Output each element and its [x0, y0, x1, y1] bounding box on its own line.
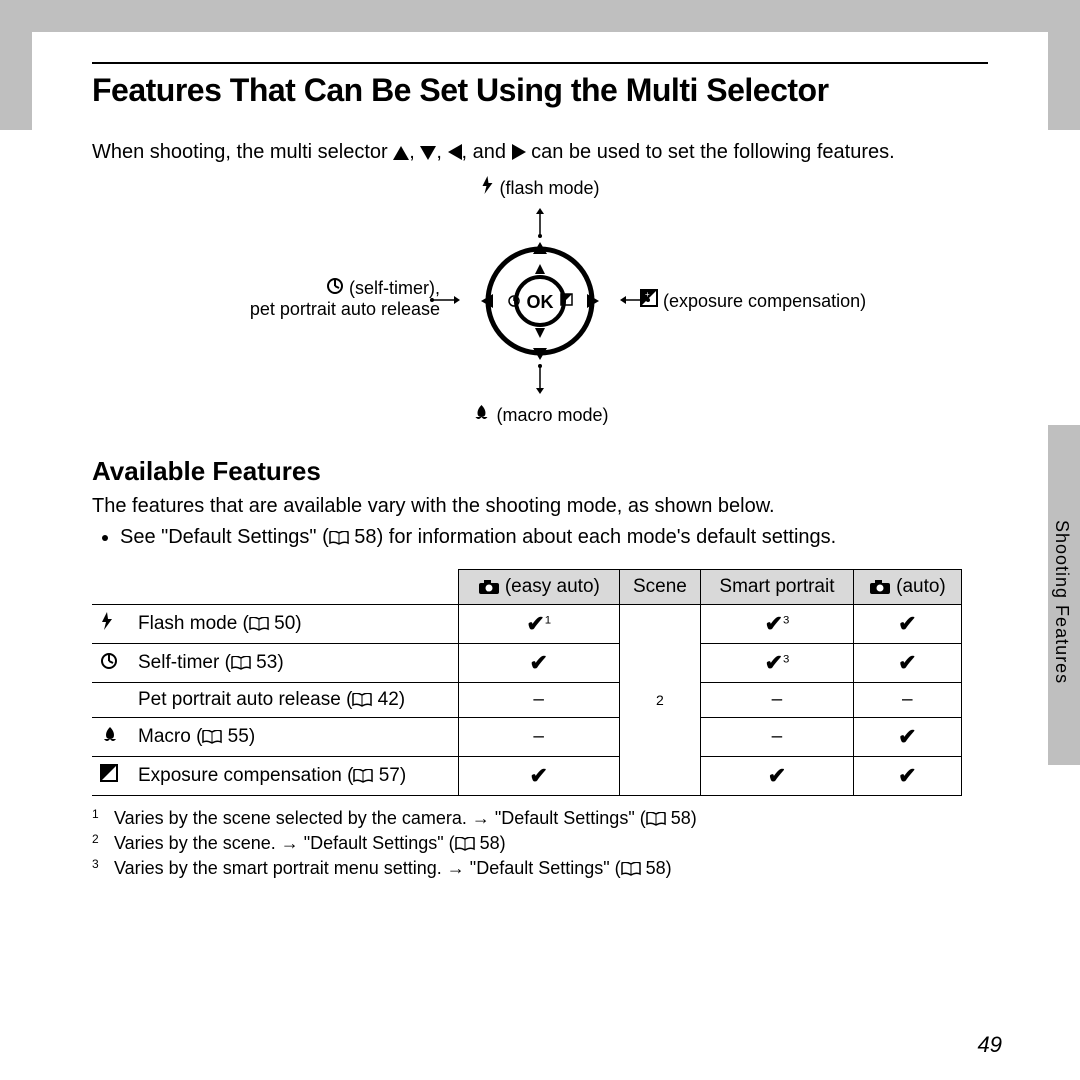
section-subtitle: Available Features [92, 456, 988, 487]
connector-up [534, 208, 546, 238]
row-label: Pet portrait auto release ( 42) [130, 683, 458, 718]
triangle-up-icon [393, 146, 409, 160]
selector-dial: OK [475, 236, 605, 366]
diagram-label-exposure: + (exposure compensation) [640, 289, 866, 312]
triangle-right-icon [512, 144, 526, 160]
cell-smart-portrait: – [701, 683, 853, 718]
intro-pre: When shooting, the multi selector [92, 141, 393, 163]
table-row: Macro ( 55)––✔ [92, 718, 962, 757]
cell-easy-auto: ✔ [458, 644, 619, 683]
self-timer-icon [326, 276, 344, 294]
intro-text: When shooting, the multi selector , , , … [92, 139, 988, 166]
cell-auto: – [853, 683, 961, 718]
table-header-row: (easy auto) Scene Smart portrait (auto) [92, 570, 962, 605]
row-label: Exposure compensation ( 57) [130, 757, 458, 796]
cell-easy-auto: – [458, 718, 619, 757]
cell-scene: 2 [619, 605, 701, 796]
page-number: 49 [978, 1032, 1002, 1058]
diagram-label-macro: (macro mode) [471, 403, 608, 426]
cell-smart-portrait: ✔3 [701, 644, 853, 683]
cell-smart-portrait: ✔3 [701, 605, 853, 644]
cell-easy-auto: ✔ [458, 757, 619, 796]
macro-icon [471, 403, 491, 421]
section-para: The features that are available vary wit… [92, 493, 988, 520]
book-icon [621, 862, 641, 876]
flash-icon [480, 176, 494, 194]
page-title: Features That Can Be Set Using the Multi… [92, 72, 988, 109]
bullet-item: See "Default Settings" ( 58) for informa… [120, 524, 988, 551]
header-blank [92, 570, 458, 605]
connector-right [620, 294, 650, 306]
header-auto: (auto) [853, 570, 961, 605]
auto-camera-icon [869, 579, 891, 595]
book-icon [646, 812, 666, 826]
footnote-3: 3Varies by the smart portrait menu setti… [92, 856, 988, 881]
row-label: Flash mode ( 50) [130, 605, 458, 644]
table-row: Exposure compensation ( 57)✔✔✔ [92, 757, 962, 796]
features-table: (easy auto) Scene Smart portrait (auto) … [92, 569, 962, 796]
cell-auto: ✔ [853, 644, 961, 683]
cell-easy-auto: ✔1 [458, 605, 619, 644]
row-label: Macro ( 55) [130, 718, 458, 757]
connector-down [534, 364, 546, 394]
table-row: Pet portrait auto release ( 42)––– [92, 683, 962, 718]
triangle-down-icon [420, 146, 436, 160]
header-scene: Scene [619, 570, 701, 605]
triangle-left-icon [448, 144, 462, 160]
row-icon [92, 757, 130, 796]
multi-selector-diagram: (flash mode) (self-timer), pet portrait … [220, 176, 860, 426]
footnotes: 1Varies by the scene selected by the cam… [92, 806, 988, 882]
connector-left [430, 294, 460, 306]
cell-smart-portrait: ✔ [701, 757, 853, 796]
footnote-2: 2Varies by the scene. → "Default Setting… [92, 831, 988, 856]
diagram-label-flash: (flash mode) [480, 176, 599, 199]
row-icon [92, 605, 130, 644]
cell-easy-auto: – [458, 683, 619, 718]
cell-auto: ✔ [853, 605, 961, 644]
diagram-label-selftimer: (self-timer), pet portrait auto release [250, 276, 440, 320]
ok-label: OK [527, 292, 554, 312]
table-row: Self-timer ( 53)✔✔3✔ [92, 644, 962, 683]
header-smart-portrait: Smart portrait [701, 570, 853, 605]
row-label: Self-timer ( 53) [130, 644, 458, 683]
cell-auto: ✔ [853, 718, 961, 757]
side-tab-label: Shooting Features [1051, 520, 1072, 684]
cell-smart-portrait: – [701, 718, 853, 757]
book-icon [455, 837, 475, 851]
table-row: Flash mode ( 50)✔12✔3✔ [92, 605, 962, 644]
bullet-list: See "Default Settings" ( 58) for informa… [92, 524, 988, 551]
row-icon [92, 683, 130, 718]
row-icon [92, 644, 130, 683]
footnote-1: 1Varies by the scene selected by the cam… [92, 806, 988, 831]
book-icon [329, 531, 349, 545]
row-icon [92, 718, 130, 757]
intro-post: can be used to set the following feature… [526, 141, 895, 163]
cell-auto: ✔ [853, 757, 961, 796]
title-rule [92, 62, 988, 64]
header-easy-auto: (easy auto) [458, 570, 619, 605]
page-card: Features That Can Be Set Using the Multi… [32, 32, 1048, 1080]
easy-auto-camera-icon [478, 579, 500, 595]
